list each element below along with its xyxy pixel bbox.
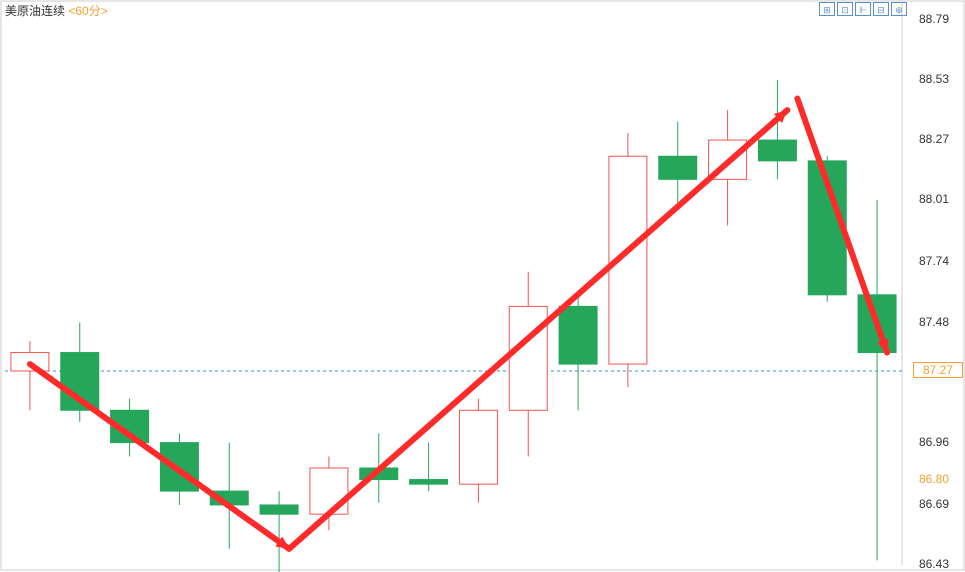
- symbol-name: 美原油连续: [5, 4, 65, 18]
- toolbar-button-0[interactable]: ⊞: [819, 2, 835, 16]
- toolbar-button-1[interactable]: ⊡: [837, 2, 853, 16]
- y-axis-tick: 87.48: [919, 315, 959, 329]
- y-axis-tick: 86.43: [919, 557, 959, 571]
- candle-body: [410, 480, 448, 485]
- price-marker: 87.27: [913, 362, 963, 378]
- y-axis-tick: 87.74: [919, 254, 959, 268]
- toolbar-button-2[interactable]: ⊩: [855, 2, 871, 16]
- y-axis-tick: 86.69: [919, 497, 959, 511]
- y-axis-tick: 88.01: [919, 192, 959, 206]
- chart-title: 美原油连续 <60分>: [5, 2, 108, 19]
- candle-body: [659, 156, 697, 179]
- timeframe-label: <60分>: [68, 4, 107, 18]
- candle-body: [559, 306, 597, 364]
- candle-body: [758, 140, 796, 161]
- candlestick-chart: [0, 0, 965, 572]
- toolbar-button-3[interactable]: ⊟: [873, 2, 889, 16]
- y-axis-tick: 86.80: [919, 472, 959, 486]
- candle-body: [260, 505, 298, 514]
- toolbar-button-4[interactable]: ⊕: [891, 2, 907, 16]
- y-axis-tick: 88.27: [919, 132, 959, 146]
- candle-body: [459, 410, 497, 484]
- y-axis-tick: 88.79: [919, 12, 959, 26]
- chart-toolbar: ⊞⊡⊩⊟⊕: [819, 2, 907, 16]
- y-axis-tick: 88.53: [919, 72, 959, 86]
- y-axis-tick: 86.96: [919, 435, 959, 449]
- chart-container: 美原油连续 <60分> ⊞⊡⊩⊟⊕ 88.79 88.53 88.27 88.01 87…: [0, 0, 965, 572]
- candle-body: [509, 306, 547, 410]
- candle-body: [310, 468, 348, 514]
